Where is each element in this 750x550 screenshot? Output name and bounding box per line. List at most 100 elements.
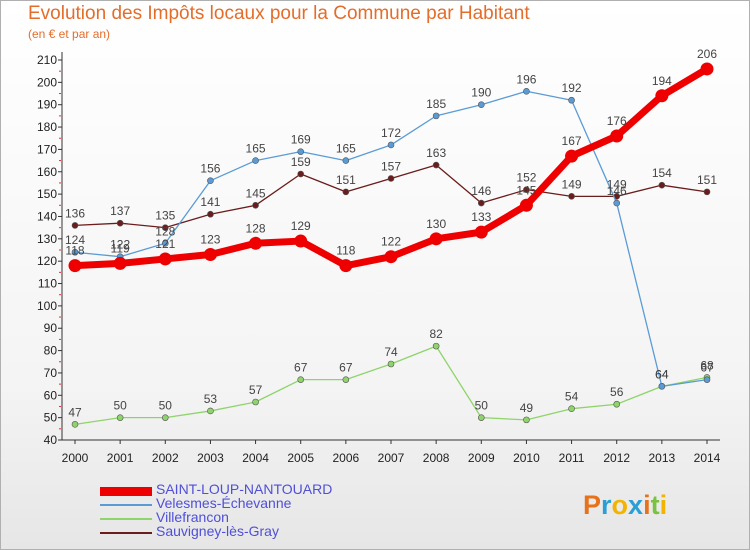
data-label-velesmes-chevanne: 190 — [471, 86, 491, 100]
data-label-saint-loup-nantouard: 123 — [200, 232, 220, 246]
data-point-saint-loup-nantouard — [610, 129, 624, 143]
data-point-velesmes-chevanne — [523, 87, 530, 95]
data-label-velesmes-chevanne: 122 — [110, 238, 130, 252]
x-tick-label: 2005 — [287, 451, 314, 465]
data-point-velesmes-chevanne — [477, 101, 485, 109]
data-label-sauvigney-l-s-gray: 149 — [562, 177, 582, 191]
y-tick-label: 50 — [44, 411, 58, 425]
data-label-saint-loup-nantouard: 176 — [607, 114, 627, 128]
data-point-sauvigney-l-s-gray — [568, 193, 575, 200]
data-label-saint-loup-nantouard: 118 — [65, 244, 84, 258]
chart-title: Evolution des Impôts locaux pour la Comm… — [28, 3, 530, 24]
y-tick-label: 210 — [37, 53, 57, 67]
data-label-saint-loup-nantouard: 122 — [381, 235, 401, 249]
data-point-saint-loup-nantouard — [429, 232, 443, 246]
x-tick-label: 2007 — [378, 451, 405, 465]
x-tick-label: 2004 — [242, 451, 269, 465]
data-point-sauvigney-l-s-gray — [71, 222, 79, 229]
data-point-velesmes-chevanne — [568, 96, 575, 104]
data-point-villefrancon — [568, 405, 575, 413]
data-label-saint-loup-nantouard: 130 — [426, 217, 446, 231]
data-label-sauvigney-l-s-gray: 135 — [155, 209, 175, 223]
data-label-saint-loup-nantouard: 145 — [516, 183, 536, 197]
data-label-saint-loup-nantouard: 194 — [652, 74, 672, 88]
data-label-sauvigney-l-s-gray: 146 — [471, 184, 491, 198]
data-label-villefrancon: 82 — [429, 327, 443, 341]
data-label-sauvigney-l-s-gray: 136 — [65, 206, 85, 220]
data-label-villefrancon: 74 — [384, 345, 398, 359]
data-point-villefrancon — [161, 414, 169, 421]
data-label-velesmes-chevanne: 169 — [291, 133, 311, 147]
proxiti-logo: Proxiti — [583, 490, 667, 521]
logo-letter: x — [628, 490, 644, 520]
y-tick-label: 80 — [44, 344, 58, 358]
x-tick-label: 2014 — [694, 451, 721, 465]
data-point-velesmes-chevanne — [161, 239, 169, 247]
data-point-saint-loup-nantouard — [68, 259, 82, 273]
x-tick-label: 2002 — [152, 451, 179, 465]
data-point-sauvigney-l-s-gray — [523, 186, 530, 193]
data-point-villefrancon — [116, 414, 124, 421]
data-label-sauvigney-l-s-gray: 149 — [607, 177, 627, 191]
y-tick-label: 130 — [37, 232, 57, 246]
data-point-villefrancon — [342, 376, 350, 383]
data-label-villefrancon: 47 — [68, 405, 82, 419]
data-label-velesmes-chevanne: 192 — [562, 81, 582, 95]
data-label-sauvigney-l-s-gray: 151 — [336, 173, 356, 187]
data-label-sauvigney-l-s-gray: 159 — [291, 155, 311, 169]
data-label-sauvigney-l-s-gray: 152 — [516, 171, 536, 185]
data-point-sauvigney-l-s-gray — [116, 219, 124, 227]
data-point-saint-loup-nantouard — [339, 259, 353, 273]
legend-swatch — [100, 486, 152, 496]
data-point-saint-loup-nantouard — [519, 198, 533, 212]
data-point-villefrancon — [387, 360, 395, 368]
y-tick-label: 170 — [37, 142, 57, 156]
data-label-saint-loup-nantouard: 129 — [291, 219, 311, 233]
data-point-sauvigney-l-s-gray — [207, 210, 214, 218]
data-point-sauvigney-l-s-gray — [342, 188, 350, 196]
data-point-saint-loup-nantouard — [565, 149, 579, 163]
logo-letter: t — [650, 490, 660, 520]
logo-letter: o — [611, 490, 629, 520]
legend-swatch — [100, 518, 152, 520]
data-label-sauvigney-l-s-gray: 137 — [110, 204, 130, 218]
y-tick-label: 100 — [37, 299, 57, 313]
y-tick-label: 120 — [37, 254, 57, 268]
data-point-saint-loup-nantouard — [700, 62, 714, 76]
data-point-saint-loup-nantouard — [158, 252, 172, 266]
y-tick-label: 70 — [44, 366, 58, 380]
data-label-saint-loup-nantouard: 206 — [697, 47, 717, 61]
x-tick-label: 2009 — [468, 451, 495, 465]
data-point-saint-loup-nantouard — [384, 250, 398, 264]
data-point-sauvigney-l-s-gray — [432, 161, 440, 169]
y-tick-label: 190 — [37, 98, 57, 112]
legend-swatch — [100, 532, 152, 534]
data-label-saint-loup-nantouard: 121 — [155, 237, 175, 251]
data-label-saint-loup-nantouard: 118 — [336, 244, 355, 258]
data-label-velesmes-chevanne: 196 — [516, 72, 536, 86]
data-label-sauvigney-l-s-gray: 145 — [246, 186, 266, 200]
data-label-villefrancon: 57 — [249, 383, 263, 397]
data-label-villefrancon: 54 — [565, 390, 579, 404]
x-tick-label: 2008 — [423, 451, 450, 465]
x-tick-label: 2000 — [62, 451, 89, 465]
data-point-saint-loup-nantouard — [113, 256, 127, 270]
data-point-sauvigney-l-s-gray — [297, 170, 305, 178]
data-label-saint-loup-nantouard: 133 — [471, 210, 491, 224]
x-tick-label: 2003 — [197, 451, 224, 465]
data-point-velesmes-chevanne — [297, 148, 305, 155]
x-tick-label: 2011 — [559, 451, 585, 465]
data-point-velesmes-chevanne — [252, 157, 259, 164]
data-label-velesmes-chevanne: 165 — [246, 142, 266, 156]
data-point-villefrancon — [71, 421, 79, 428]
logo-letter: i — [643, 490, 651, 520]
data-label-velesmes-chevanne: 172 — [381, 126, 401, 140]
logo-letter: i — [659, 490, 668, 520]
y-tick-label: 160 — [37, 165, 57, 179]
data-point-velesmes-chevanne — [658, 383, 666, 390]
data-point-sauvigney-l-s-gray — [658, 181, 666, 189]
data-label-velesmes-chevanne: 156 — [200, 162, 220, 176]
logo-letter: P — [583, 490, 602, 520]
